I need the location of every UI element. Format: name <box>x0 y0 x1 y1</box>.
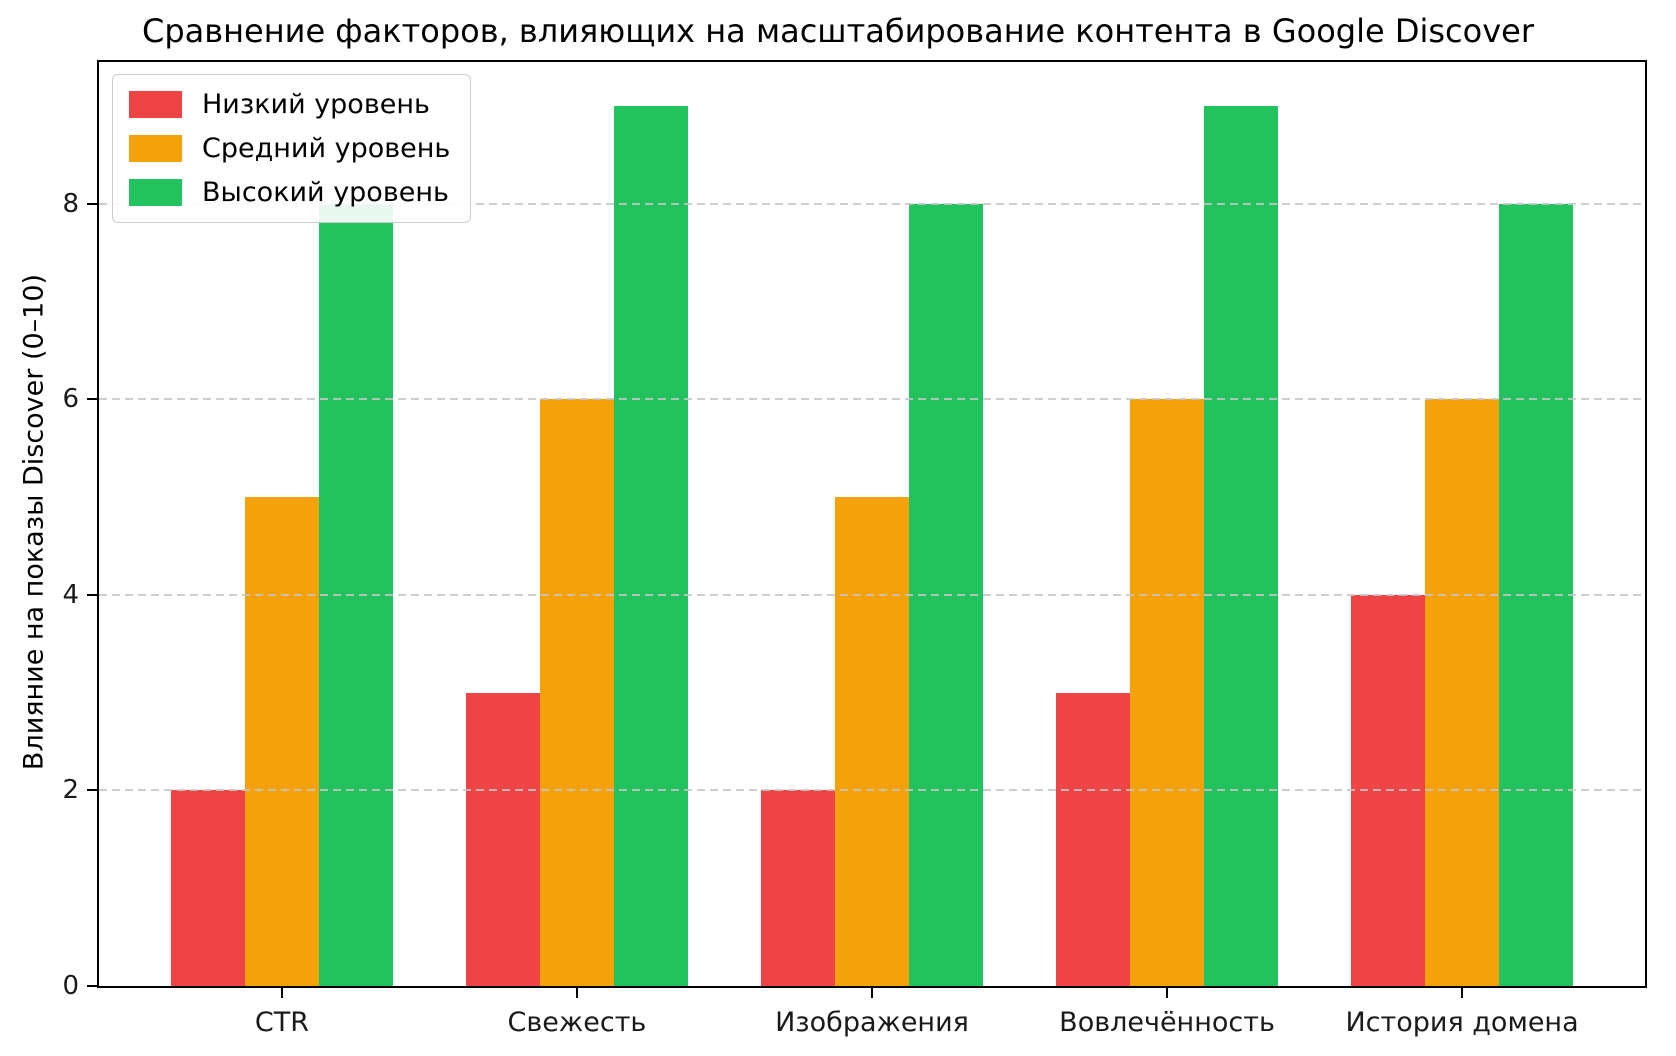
bar <box>1351 594 1426 986</box>
bar <box>1499 203 1574 986</box>
bar <box>835 497 909 986</box>
x-tick-mark <box>575 988 578 998</box>
legend: Низкий уровень Средний уровень Высокий уро… <box>112 74 472 223</box>
y-tick-mark <box>87 789 97 792</box>
chart-title: Сравнение факторов, влияющих на масштаби… <box>141 12 1534 50</box>
bar <box>1130 399 1205 986</box>
legend-label: Средний уровень <box>202 133 451 164</box>
y-tick-mark <box>87 398 97 401</box>
bar <box>539 399 614 986</box>
legend-label: Низкий уровень <box>202 89 430 120</box>
legend-swatch <box>129 135 182 162</box>
bar <box>613 106 688 986</box>
bar <box>761 790 835 986</box>
legend-swatch <box>129 91 182 118</box>
y-tick-label: 6 <box>62 384 79 415</box>
x-tick-label: Вовлечённость <box>1059 1007 1275 1038</box>
bar <box>318 203 393 986</box>
legend-item: Средний уровень <box>129 133 450 164</box>
y-tick-label: 4 <box>62 579 79 610</box>
bar <box>244 497 319 986</box>
y-tick-mark <box>87 593 97 596</box>
x-tick-mark <box>1461 988 1464 998</box>
y-tick-mark <box>87 202 97 205</box>
y-axis-label: Влияние на показы Discover (0–10) <box>18 273 50 771</box>
x-tick-mark <box>1166 988 1169 998</box>
legend-item: Высокий уровень <box>129 177 450 208</box>
y-tick-label: 2 <box>62 775 79 806</box>
x-tick-label: Свежесть <box>507 1007 647 1038</box>
x-tick-label: Изображения <box>775 1007 969 1038</box>
y-tick-label: 8 <box>62 188 79 219</box>
x-tick-mark <box>280 988 283 998</box>
bar <box>1425 399 1500 986</box>
bar <box>1056 692 1131 986</box>
bar <box>909 203 983 986</box>
bar <box>1204 106 1279 986</box>
bar <box>170 790 245 986</box>
x-tick-mark <box>871 988 873 998</box>
bar <box>465 692 540 986</box>
x-tick-label: История домена <box>1345 1007 1579 1038</box>
y-tick-mark <box>87 985 97 987</box>
plot-area: Низкий уровень Средний уровень Высокий уро… <box>62 60 1647 1038</box>
y-tick-label: 0 <box>62 971 79 1001</box>
legend-swatch <box>129 179 182 206</box>
legend-item: Низкий уровень <box>129 89 450 120</box>
legend-label: Высокий уровень <box>202 177 449 208</box>
x-tick-label: CTR <box>254 1007 309 1038</box>
